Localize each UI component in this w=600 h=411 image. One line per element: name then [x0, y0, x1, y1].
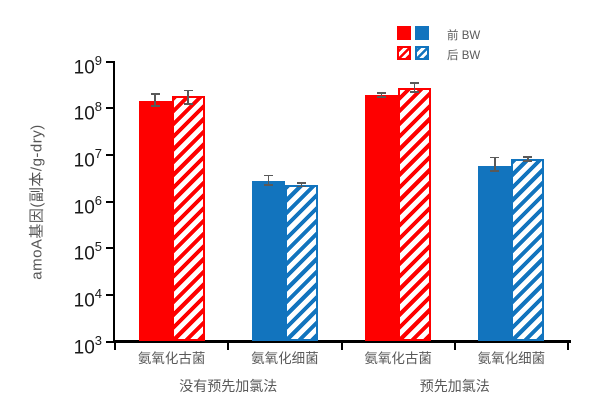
category-label: 氨氧化细菌	[477, 351, 546, 366]
legend-label: 前 BW	[447, 30, 481, 42]
y-tick-label: 106	[73, 192, 102, 218]
category-label: 氨氧化古菌	[364, 351, 432, 366]
error-bar-cap	[410, 82, 420, 85]
bar-solid-blue	[251, 180, 285, 342]
y-tick	[105, 153, 113, 156]
error-bar-line	[413, 83, 416, 92]
y-tick	[105, 340, 113, 343]
category-label: 氨氧化古菌	[137, 351, 206, 366]
x-tick	[340, 342, 343, 350]
y-tick	[105, 200, 113, 203]
bar-hatched-red	[398, 88, 432, 342]
error-bar-cap	[296, 182, 306, 184]
legend-swatch-hatch-blue	[415, 46, 429, 60]
x-tick	[114, 342, 116, 350]
y-tick-label: 107	[73, 145, 102, 172]
error-bar-line	[300, 182, 303, 187]
error-bar-cap	[410, 90, 420, 93]
bar-hatched-blue	[284, 184, 318, 342]
legend-label: 后 BW	[447, 50, 481, 62]
x-tick	[227, 342, 230, 350]
error-bar-cap	[523, 156, 533, 158]
error-bar-line	[267, 175, 270, 185]
y-tick	[105, 60, 113, 63]
category-label: 氨氧化细菌	[251, 351, 319, 366]
error-bar-cap	[377, 95, 387, 98]
bar-solid-red	[138, 101, 172, 342]
y-tick-label: 105	[73, 239, 102, 265]
error-bar-cap	[490, 156, 500, 159]
bar-solid-blue	[478, 165, 512, 342]
y-axis-line	[112, 60, 115, 343]
y-tick-label: 108	[73, 99, 102, 125]
group-label: 没有预先加氯法	[179, 378, 278, 394]
error-bar-cap	[183, 102, 193, 105]
error-bar-cap	[490, 170, 500, 172]
legend-swatch-hatch-red	[397, 46, 411, 60]
y-tick	[105, 247, 113, 250]
legend-swatch-solid-blue	[415, 26, 429, 40]
y-tick	[105, 293, 113, 296]
error-bar-line	[187, 90, 189, 104]
error-bar-line	[154, 94, 156, 107]
bar-solid-red	[365, 95, 399, 342]
error-bar-line	[527, 156, 529, 161]
error-bar-cap	[263, 183, 273, 186]
error-bar-cap	[183, 89, 193, 92]
error-bar-cap	[150, 105, 160, 108]
bar-hatched-red	[171, 96, 205, 342]
legend-swatch-solid-red	[397, 26, 411, 40]
x-tick	[453, 342, 456, 350]
error-bar-cap	[150, 93, 160, 95]
y-tick-label: 104	[73, 285, 102, 312]
error-bar-line	[380, 93, 383, 97]
y-tick-label: 103	[73, 332, 102, 358]
error-bar-cap	[523, 159, 533, 162]
bar-hatched-blue	[511, 158, 545, 342]
x-axis-line	[112, 340, 571, 343]
y-tick-label: 109	[73, 52, 102, 78]
x-tick	[567, 342, 569, 350]
error-bar-cap	[263, 174, 273, 177]
group-label: 预先加氯法	[419, 378, 490, 394]
y-tick	[105, 107, 113, 110]
error-bar-cap	[296, 185, 306, 188]
error-bar-line	[494, 157, 496, 171]
error-bar-cap	[377, 92, 387, 95]
